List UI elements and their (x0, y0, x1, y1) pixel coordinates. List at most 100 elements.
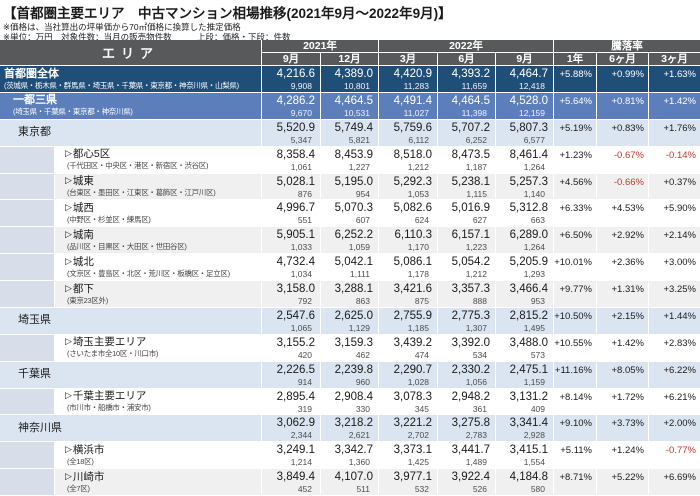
area-label: 埼玉県 (0, 308, 261, 334)
area-name-text: 首都圏全体 (4, 67, 59, 80)
price-value: 3,159.3 (334, 336, 373, 349)
rate-value: -0.14% (665, 149, 696, 161)
count-value: 875 (414, 296, 429, 306)
note-price-basis: ※価格は、当社算出の坪単価から70㎡価格に換算した推定価格 (3, 22, 241, 32)
price-value: 3,078.3 (393, 390, 432, 403)
price-value: 3,439.2 (393, 336, 432, 349)
rate-cell: -0.66% (597, 173, 649, 200)
rate-value: +5.11% (560, 445, 592, 457)
area-name: 千葉県 (0, 368, 261, 381)
area-cell: ▷ 川崎市 (全7区) (0, 469, 262, 495)
rate-value: +10.50% (554, 310, 592, 322)
price-value: 2,815.2 (509, 309, 548, 322)
rate-value: +4.53% (611, 203, 645, 215)
rate-value: +0.83% (611, 122, 645, 134)
rate-cell: +6.33% (554, 200, 597, 227)
rate-value: +8.71% (559, 472, 593, 484)
rate-cell: +10.50% (554, 307, 597, 334)
count-value: 863 (355, 296, 370, 306)
value-cell: 4,420.9 11,283 (379, 66, 438, 92)
price-value: 4,184.8 (509, 471, 548, 484)
rate-value: +2.00% (663, 418, 697, 430)
price-value: 2,755.9 (393, 309, 432, 322)
value-cell: 4,464.7 12,418 (496, 66, 554, 92)
area-name: ▷ 千葉主要エリア (55, 389, 261, 404)
area-name-text: 一都三県 (13, 94, 57, 107)
value-cell: 2,547.6 1,065 (262, 307, 321, 334)
rate-cell: +2.83% (649, 335, 700, 361)
area-cell: 埼玉県 (0, 307, 262, 334)
count-value: 1,129 (348, 322, 370, 333)
rate-cell: +0.81% (597, 92, 649, 119)
column-group-2: 2022年 (379, 40, 554, 53)
rate-value: +2.36% (611, 257, 645, 269)
indent-strip (0, 388, 55, 415)
table-body: 首都圏全体 (茨城県・栃木県・群馬県・埼玉県・千葉県・東京都・神奈川県・山梨県) 4… (0, 66, 700, 496)
table-row: ▷ 都下 (東京23区外) 3,158.0 792 3,288.1 863 3,421.6 87… (0, 281, 700, 308)
price-value: 5,312.8 (509, 202, 548, 215)
column-header-3: 3月 (379, 53, 438, 66)
count-value: 330 (355, 403, 370, 414)
triangle-marker-icon: ▷ (65, 228, 72, 239)
rate-cell: +1.44% (649, 308, 700, 334)
price-value: 4,528.0 (509, 94, 548, 107)
value-cell: 6,289.0 1,264 (496, 227, 554, 254)
value-cell: 3,849.4 452 (262, 469, 321, 495)
count-value: 462 (355, 349, 370, 360)
area-sublabel: (品川区・目黒区・大田区・世田谷区) (67, 241, 187, 251)
table-row: ▷ 城南 (品川区・目黒区・大田区・世田谷区) 5,905.1 1,033 6,252.2… (0, 227, 700, 255)
rate-cell: +6.69% (649, 469, 700, 495)
value-cell: 5,042.1 1,111 (321, 254, 379, 280)
column-header-5: 9月 (496, 53, 554, 66)
value-cell: 2,755.9 1,185 (379, 307, 438, 334)
area-sublabel: (市川市・船橋市・浦安市) (67, 403, 151, 412)
area-label: 一都三県 (埼玉県・千葉県・東京都・神奈川県) (0, 93, 261, 119)
indent-strip (0, 173, 55, 200)
rate-cell: +10.01% (554, 254, 597, 280)
count-value: 1,111 (349, 269, 370, 280)
table-row: ▷ 千葉主要エリア (市川市・船橋市・浦安市) 2,895.4 319 2,908.4 33… (0, 388, 700, 416)
count-value: 2,702 (407, 430, 429, 441)
value-cell: 3,439.2 474 (379, 334, 438, 361)
count-value: 1,170 (407, 242, 429, 253)
rate-value: +2.83% (663, 337, 697, 349)
area-name: ▷ 都心5区 (55, 147, 261, 162)
table-header: エリア 2021年 2022年 騰落率 9月 12月 3月 6月 9月 1年 6ヶ月 3ヶ月 (0, 40, 700, 66)
price-value: 4,996.7 (276, 202, 315, 215)
count-value: 1,140 (523, 188, 545, 199)
count-value: 624 (414, 215, 429, 226)
count-value: 1,033 (290, 242, 312, 253)
indent-strip (0, 146, 55, 173)
rate-value: +3.00% (663, 257, 697, 269)
value-cell: 8,461.4 1,264 (496, 146, 554, 173)
price-trend-table: エリア 2021年 2022年 騰落率 9月 12月 3月 6月 9月 1年 6ヶ月 3ヶ月 首都… (0, 40, 700, 496)
area-label: 東京都 (0, 120, 261, 146)
rate-cell: +3.25% (649, 281, 700, 307)
count-value: 1,293 (523, 269, 545, 280)
price-value: 5,086.1 (393, 256, 432, 269)
table-row: ▷ 城東 (台東区・墨田区・江東区・葛飾区・江戸川区) 5,028.1 876 5,195… (0, 173, 700, 201)
value-cell: 8,453.9 1,227 (321, 146, 379, 173)
price-value: 2,775.3 (451, 309, 490, 322)
area-label: ▷ 城南 (品川区・目黒区・大田区・世田谷区) (55, 227, 261, 253)
area-name: ▷ 都下 (55, 281, 261, 296)
table-row: 埼玉県 2,547.6 1,065 2,625.0 1,129 2,755.9 1,185 2… (0, 307, 700, 335)
price-value: 3,421.6 (393, 283, 432, 295)
value-cell: 3,249.1 1,214 (262, 442, 321, 469)
value-cell: 6,252.2 1,059 (321, 227, 379, 254)
value-cell: 2,330.2 1,056 (438, 361, 496, 388)
price-value: 3,415.1 (509, 444, 548, 457)
area-cell: ▷ 都心5区 (千代田区・中央区・港区・新宿区・渋谷区) (0, 146, 262, 173)
triangle-marker-icon: ▷ (65, 175, 72, 185)
rate-value: +6.22% (663, 364, 697, 376)
area-cell: ▷ 城南 (品川区・目黒区・大田区・世田谷区) (0, 227, 262, 254)
rate-value: +1.42% (663, 95, 697, 107)
price-value: 4,732.4 (276, 256, 315, 269)
rate-value: +1.24% (611, 445, 645, 457)
rate-value: +1.76% (663, 122, 697, 134)
value-cell: 4,389.0 10,801 (321, 66, 379, 92)
rate-value: +8.14% (559, 391, 593, 403)
count-value: 573 (530, 349, 545, 360)
indent-strip (0, 442, 55, 469)
price-value: 2,226.5 (276, 363, 315, 376)
